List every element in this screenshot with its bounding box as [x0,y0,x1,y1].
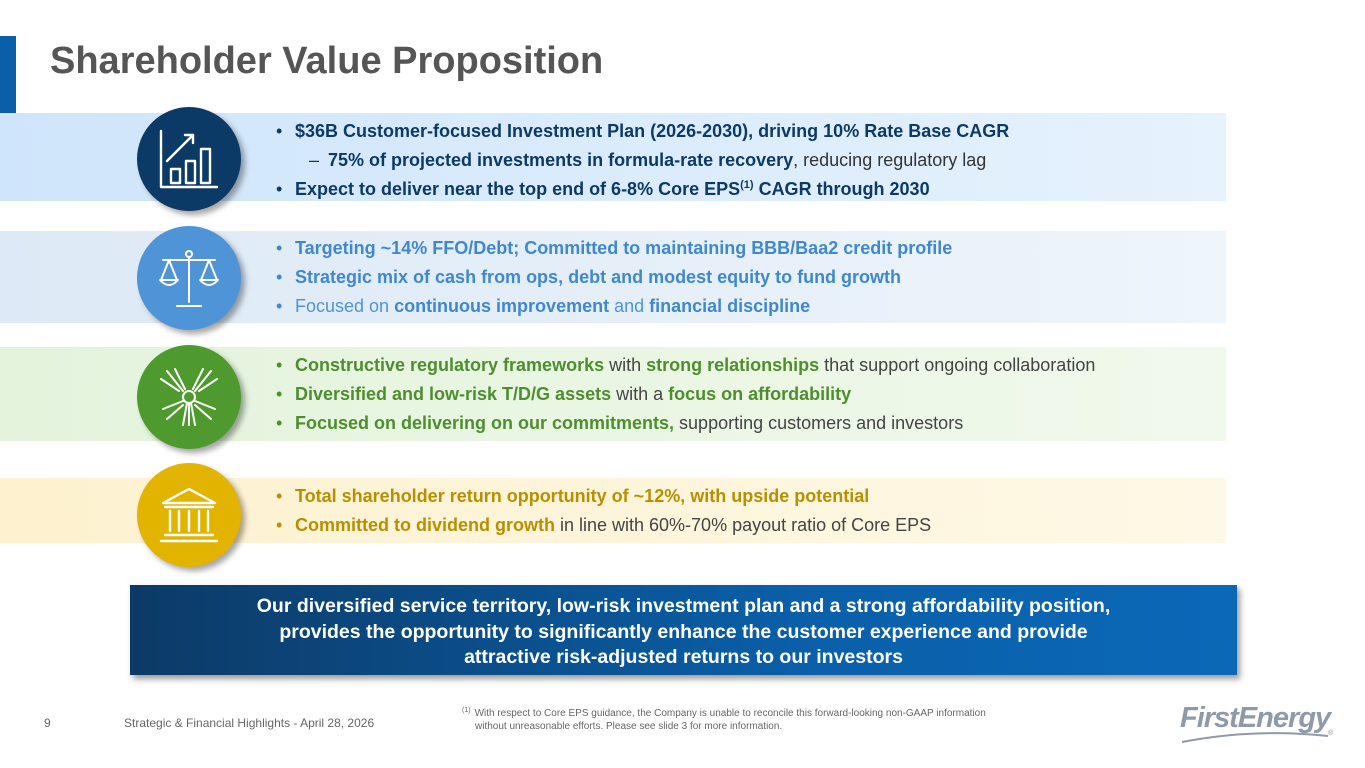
footnote: (1) With respect to Core EPS guidance, th… [462,707,986,733]
bullet-item: Expect to deliver near the top end of 6-… [276,175,1009,204]
bullet-item: Committed to dividend growth in line wit… [276,511,931,540]
callout-line: Our diversified service territory, low-r… [256,595,1111,617]
footnote-line-2: without unreasonable efforts. Please see… [475,721,783,732]
page-number: 9 [44,716,51,730]
slide-title: Shareholder Value Proposition [50,40,604,82]
summary-callout: Our diversified service territory, low-r… [130,585,1237,675]
bullet-text: financial discipline [649,296,811,316]
bullet-text: Strategic mix of cash from ops, debt and… [295,267,902,287]
scales-icon [137,226,241,330]
bullet-text: supporting customers and investors [674,413,964,433]
bullet-item: Strategic mix of cash from ops, debt and… [276,263,952,292]
bullet-text: strong relationships [646,355,820,375]
bullet-item: Targeting ~14% FFO/Debt; Committed to ma… [276,234,952,263]
bullet-text: continuous improvement [394,296,610,316]
bullet-item: Diversified and low-risk T/D/G assets wi… [276,380,1095,409]
regulatory-bullets: Constructive regulatory frameworks with … [276,351,1095,438]
logo-text: FirstEnergy [1180,702,1331,734]
firstenergy-logo: FirstEnergy ® [1180,702,1335,748]
bullet-text: in line with 60%-70% payout ratio of Cor… [554,515,932,535]
bullet-item: Total shareholder return opportunity of … [276,482,931,511]
bullet-text: Targeting ~14% FFO/Debt; Committed to ma… [295,238,953,258]
bullet-item: Focused on delivering on our commitments… [276,409,1095,438]
bullet-text: Focused on delivering on our commitments… [295,413,675,433]
bullet-text: focus on affordability [668,384,852,404]
balance-sheet-bullets: Targeting ~14% FFO/Debt; Committed to ma… [276,234,952,321]
title-accent-bar [0,36,16,113]
callout-line: attractive risk-adjusted returns to our … [464,646,903,668]
bullet-text: Focused on [295,296,395,316]
bullet-item: $36B Customer-focused Investment Plan (2… [276,117,1009,146]
shareholder-return-bullets: Total shareholder return opportunity of … [276,482,931,540]
callout-line: provides the opportunity to significantl… [279,620,1088,643]
bullet-text: Constructive regulatory frameworks [295,355,605,375]
bullet-text: , reducing regulatory lag [793,150,987,170]
bullet-text: with a [611,384,669,404]
bank-building-icon [137,463,241,567]
bullet-text: and [609,296,650,316]
bullet-item: 75% of projected investments in formula-… [276,146,1009,175]
bullet-text: Committed to dividend growth [295,515,555,535]
bullet-item: Constructive regulatory frameworks with … [276,351,1095,380]
investment-bullets: $36B Customer-focused Investment Plan (2… [276,117,1009,204]
footnote-marker: (1) [462,706,471,714]
logo-registered-mark: ® [1328,730,1334,737]
bullet-text: Diversified and low-risk T/D/G assets [295,384,612,404]
bullet-item: Focused on continuous improvement and fi… [276,292,952,321]
bullet-text: Expect to deliver near the top end of 6-… [295,179,741,199]
bullet-text: 75% of projected investments in formula-… [328,150,794,170]
bullet-text: with [604,355,647,375]
bullet-text: Total shareholder return opportunity of … [295,486,870,506]
bullet-text: that support ongoing collaboration [819,355,1096,375]
footer-title: Strategic & Financial Highlights - April… [124,716,375,730]
footnote-line-1: With respect to Core EPS guidance, the C… [474,708,986,719]
hands-together-icon [137,345,241,449]
bullet-text: CAGR through 2030 [753,179,930,199]
growth-chart-icon [137,107,241,211]
footnote-reference: (1) [740,179,754,191]
bullet-text: $36B Customer-focused Investment Plan (2… [295,121,1010,141]
logo-swoosh-icon [1181,732,1329,743]
